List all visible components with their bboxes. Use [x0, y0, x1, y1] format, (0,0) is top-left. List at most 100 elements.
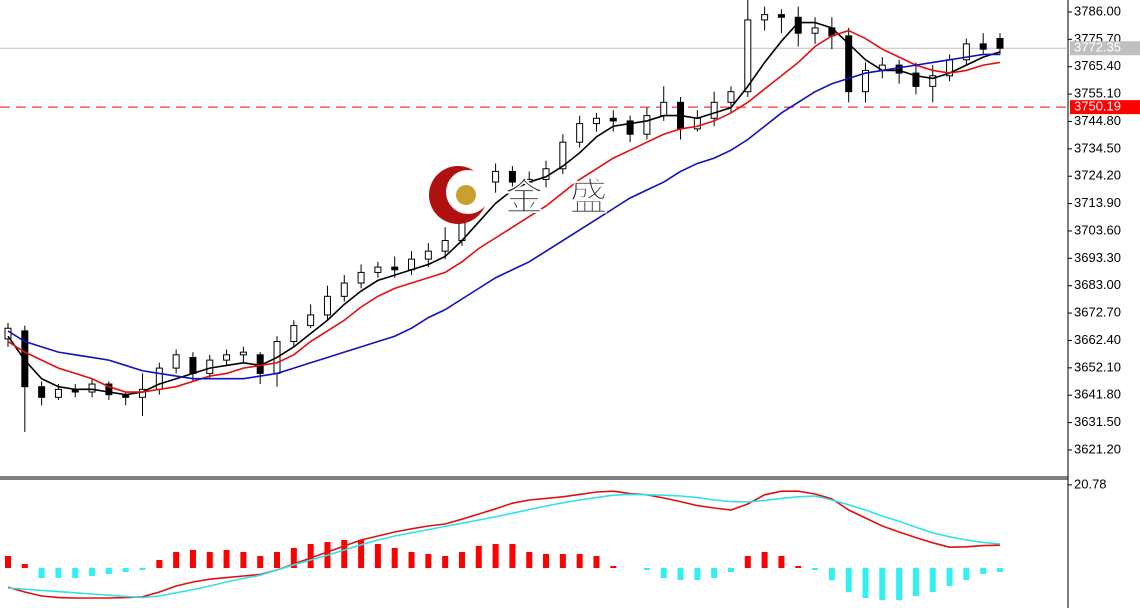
histogram-bar: [139, 568, 146, 570]
histogram-bar: [341, 540, 348, 568]
histogram-bar: [21, 564, 28, 568]
histogram-bar: [492, 544, 499, 568]
histogram-bar: [290, 548, 297, 568]
y-tick-label: 3683.00: [1074, 277, 1121, 292]
histogram-bar: [912, 568, 919, 596]
histogram-bar: [862, 568, 869, 598]
y-tick-label: 3744.80: [1074, 113, 1121, 128]
histogram-bar: [677, 568, 684, 580]
y-tick-label: 3786.00: [1074, 3, 1121, 18]
histogram-bar: [374, 544, 381, 568]
candle-body: [374, 266, 382, 273]
candle-body: [223, 354, 231, 361]
y-tick-label: 3652.10: [1074, 359, 1121, 374]
histogram-bar: [105, 568, 112, 574]
candle-body: [340, 282, 348, 297]
candle-body: [206, 359, 214, 374]
histogram-bar: [963, 568, 970, 580]
candle-body: [962, 43, 970, 61]
indicator-line: [7, 29, 1001, 393]
histogram-bar: [896, 568, 903, 600]
histogram-bar: [845, 568, 852, 592]
candle-body: [576, 123, 584, 143]
price-label: 3750.19: [1074, 99, 1121, 114]
candle-body: [172, 354, 180, 369]
histogram-bar: [122, 568, 129, 572]
histogram-bar: [660, 568, 667, 578]
y-tick-label: 3755.10: [1074, 86, 1121, 101]
histogram-bar: [475, 546, 482, 568]
histogram-bar: [744, 556, 751, 568]
histogram-bar: [5, 556, 11, 568]
candle-body: [710, 101, 718, 119]
histogram-bar: [694, 568, 701, 580]
candle-body: [290, 325, 298, 343]
histogram-bar: [240, 552, 247, 568]
y-tick-label: 3724.20: [1074, 168, 1121, 183]
candle-body: [744, 19, 752, 93]
histogram-bar: [980, 568, 987, 574]
y-tick-label: 3713.90: [1074, 195, 1121, 210]
candle-body: [307, 314, 315, 327]
candle-body: [912, 72, 920, 87]
histogram-bar: [358, 540, 365, 568]
candle-body: [239, 351, 247, 356]
y-tick-label: 20.78: [1074, 476, 1107, 491]
histogram-bar: [307, 544, 314, 568]
histogram-bar: [543, 554, 550, 568]
histogram-bar: [458, 552, 465, 568]
candle-body: [323, 295, 331, 316]
y-tick-label: 3672.70: [1074, 305, 1121, 320]
candle-body: [155, 367, 163, 390]
y-tick-label: 3693.30: [1074, 250, 1121, 265]
candle-body: [189, 356, 197, 374]
histogram-bar: [391, 548, 398, 568]
indicator-line: [7, 53, 1000, 380]
candle-body: [139, 388, 147, 398]
histogram-bar: [559, 554, 566, 568]
indicator-line: [7, 493, 1001, 599]
logo: [429, 166, 490, 224]
histogram-bar: [929, 568, 936, 592]
candle-body: [979, 43, 987, 50]
y-tick-label: 3703.60: [1074, 222, 1121, 237]
histogram-bar: [946, 568, 953, 586]
logo-ball: [456, 185, 476, 205]
candle-body: [408, 258, 416, 271]
candle-body: [811, 27, 819, 34]
histogram-bar: [711, 568, 718, 578]
y-tick-label: 3641.80: [1074, 387, 1121, 402]
candle-body: [626, 120, 634, 135]
y-tick-label: 3662.40: [1074, 332, 1121, 347]
price-label-box: [1070, 41, 1140, 56]
candle-body: [508, 170, 516, 183]
price-label-box: [1070, 100, 1140, 115]
candle-body: [492, 170, 500, 183]
histogram-bar: [610, 566, 617, 568]
histogram-bar: [72, 568, 79, 578]
histogram-bar: [593, 556, 600, 568]
histogram-bar: [408, 552, 415, 568]
y-tick-label: 3734.50: [1074, 140, 1121, 155]
histogram-bar: [89, 568, 96, 576]
y-tick-label: 3631.50: [1074, 414, 1121, 429]
candle-body: [845, 35, 853, 93]
candle-body: [777, 14, 785, 18]
histogram-bar: [828, 568, 835, 580]
indicator-line: [7, 21, 1001, 396]
histogram-bar: [257, 556, 264, 568]
candle-body: [441, 240, 449, 252]
candle-body: [592, 117, 600, 125]
candle-body: [861, 69, 869, 93]
histogram-bar: [576, 554, 583, 568]
histogram-bar: [509, 544, 516, 568]
candle-body: [929, 75, 937, 87]
price-label: 3772.35: [1074, 40, 1121, 55]
candle-body: [727, 91, 735, 103]
candle-body: [105, 383, 113, 396]
candle-body: [391, 266, 399, 271]
histogram-bar: [643, 568, 650, 570]
histogram-bar: [778, 556, 785, 568]
candle-body: [559, 141, 567, 170]
